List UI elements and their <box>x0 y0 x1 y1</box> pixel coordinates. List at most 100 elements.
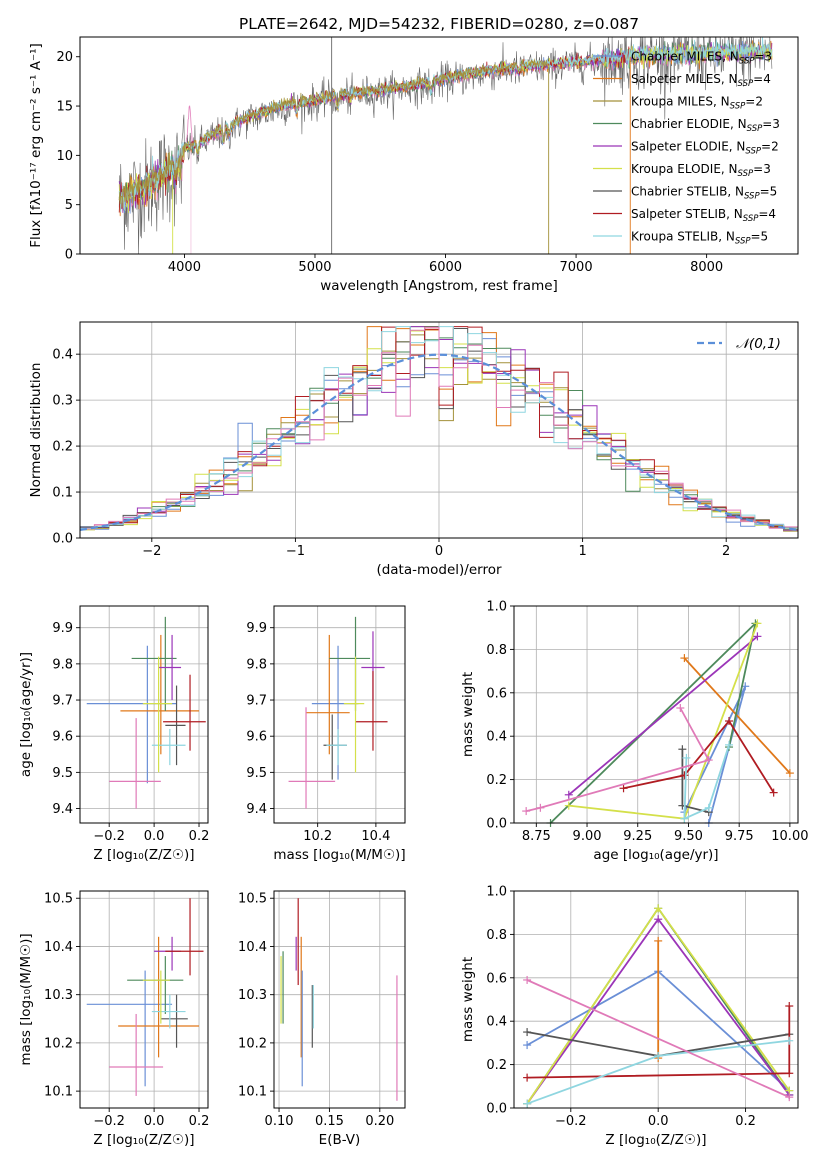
panel-age_vs_Z: −0.2 0.0 0.2 9.4 9.5 9.6 9.7 9.8 9.9 Z [log₁₀(Z/Z… <box>18 605 210 863</box>
x-axis-label: Z [log₁₀(Z/Z☉)] <box>605 1132 706 1148</box>
x-tick-label: 1 <box>578 544 586 559</box>
x-tick-label: 9.75 <box>725 829 754 844</box>
panel-residuals: −2 −1 0 1 2 0.0 0.1 0.2 0.3 0.4 (data-model)/error… <box>28 321 799 578</box>
axes-frame <box>273 605 406 824</box>
legend-label: Chabrier ELODIE, NSSP=3 <box>631 117 780 134</box>
y-axis-label: mass weight <box>460 957 476 1042</box>
y-tick-label: 1.0 <box>486 885 507 900</box>
y-tick-label: 15 <box>56 100 73 115</box>
x-axis-label: age [log₁₀(age/yr)] <box>593 847 718 863</box>
x-tick-label: 0.0 <box>648 1114 669 1129</box>
y-tick-label: 0.6 <box>486 971 507 986</box>
y-tick-label: 0.4 <box>486 730 507 745</box>
x-axis-label: (data-model)/error <box>376 562 502 578</box>
axes-frame <box>513 890 799 1109</box>
legend-label: Chabrier STELIB, NSSP=5 <box>631 185 777 202</box>
y-tick-label: 0.8 <box>486 643 507 658</box>
y-tick-label: 10.1 <box>44 1085 73 1100</box>
x-tick-label: 4000 <box>168 260 201 275</box>
y-tick-label: 0.0 <box>486 817 507 832</box>
y-tick-label: 9.8 <box>52 657 73 672</box>
y-tick-label: 9.5 <box>246 766 267 781</box>
axes-frame <box>79 36 799 255</box>
y-tick-label: 9.7 <box>246 694 267 709</box>
x-tick-label: 9.25 <box>623 829 652 844</box>
weight-line <box>623 719 775 794</box>
legend-label: Kroupa STELIB, NSSP=5 <box>631 230 768 247</box>
y-tick-label: 9.6 <box>246 730 267 745</box>
x-tick-label: 0.10 <box>265 1114 294 1129</box>
x-axis-label: mass [log₁₀(M/M☉)] <box>273 847 405 863</box>
y-tick-label: 10.5 <box>238 892 267 907</box>
x-axis-label: Z [log₁₀(Z/Z☉)] <box>93 847 194 863</box>
y-tick-label: 10.5 <box>44 892 73 907</box>
spectrum-line <box>118 58 548 208</box>
y-tick-label: 0 <box>65 248 73 263</box>
x-tick-label: 0.0 <box>144 829 165 844</box>
x-tick-label: −0.2 <box>93 1114 125 1129</box>
y-tick-label: 1.0 <box>486 600 507 615</box>
x-tick-label: 0 <box>435 544 443 559</box>
x-tick-label: 10.2 <box>303 829 332 844</box>
legend-label: Kroupa ELODIE, NSSP=3 <box>631 162 771 179</box>
y-axis-label: age [log₁₀(age/yr)] <box>18 652 34 777</box>
y-tick-label: 9.9 <box>246 621 267 636</box>
panel-age_vs_mass: 10.2 10.4 9.4 9.5 9.6 9.7 9.8 9.9 mass [log₁₀(M/… <box>246 605 406 863</box>
x-tick-label: 7000 <box>560 260 593 275</box>
weight-line <box>683 657 791 774</box>
y-tick-label: 20 <box>56 50 73 65</box>
y-axis-label: mass [log₁₀(M/M☉)] <box>18 933 34 1065</box>
y-axis-label: mass weight <box>460 672 476 757</box>
x-tick-label: 0.2 <box>189 1114 210 1129</box>
y-tick-label: 0.2 <box>486 1058 507 1073</box>
legend-label: Kroupa MILES, NSSP=2 <box>631 95 763 112</box>
y-tick-label: 10 <box>56 149 73 164</box>
weight-line <box>568 635 758 796</box>
x-tick-label: 8000 <box>690 260 723 275</box>
legend-label: Chabrier MILES, NSSP=3 <box>631 50 772 67</box>
x-tick-label: 10.4 <box>361 829 390 844</box>
y-tick-label: 10.4 <box>44 940 73 955</box>
y-tick-label: 10.4 <box>238 940 267 955</box>
y-tick-label: 5 <box>65 198 73 213</box>
x-tick-label: −2 <box>142 544 161 559</box>
x-tick-label: 0.0 <box>144 1114 165 1129</box>
figure-title: PLATE=2642, MJD=54232, FIBERID=0280, z=0… <box>239 15 639 33</box>
y-tick-label: 9.4 <box>52 802 73 817</box>
y-tick-label: 0.4 <box>486 1015 507 1030</box>
y-tick-label: 0.1 <box>52 486 73 501</box>
x-tick-label: 0.20 <box>365 1114 394 1129</box>
x-tick-label: 5000 <box>298 260 331 275</box>
gaussian-curve <box>79 353 799 531</box>
x-tick-label: 2 <box>722 544 730 559</box>
y-axis-label: Normed distribution <box>28 363 44 498</box>
y-tick-label: 10.2 <box>238 1036 267 1051</box>
x-axis-label: wavelength [Angstrom, rest frame] <box>320 278 558 294</box>
y-tick-label: 0.4 <box>52 348 73 363</box>
y-tick-label: 9.5 <box>52 766 73 781</box>
y-axis-label: Flux [fλ10⁻¹⁷ erg cm⁻² s⁻¹ A⁻¹] <box>28 43 44 248</box>
weight-line <box>526 979 790 1099</box>
legend-label: 𝒩(0,1) <box>736 336 781 352</box>
panel-spectrum: 4000 5000 6000 7000 8000 0 5 10 15 20 wavelength [… <box>28 15 799 294</box>
y-tick-label: 0.0 <box>52 532 73 547</box>
y-tick-label: 9.7 <box>52 694 73 709</box>
legend-label: Salpeter MILES, NSSP=4 <box>631 72 771 89</box>
panel-mass_vs_Z: −0.2 0.0 0.2 10.1 10.2 10.3 10.4 10.5 Z [log₁₀(Z… <box>18 890 210 1148</box>
x-tick-label: 6000 <box>429 260 462 275</box>
weight-line <box>683 744 730 821</box>
y-tick-label: 0.2 <box>52 440 73 455</box>
x-tick-label: 0.2 <box>189 829 210 844</box>
legend-label: Salpeter ELODIE, NSSP=2 <box>631 140 779 157</box>
panel-massweight_vs_Z: −0.2 0.0 0.2 0.0 0.2 0.4 0.6 0.8 1.0 Z [log₁₀(Z/Z… <box>460 885 799 1148</box>
axes-frame <box>513 605 799 824</box>
x-tick-label: −0.2 <box>93 829 125 844</box>
histogram-step <box>80 326 798 531</box>
y-tick-label: 0.6 <box>486 686 507 701</box>
x-axis-label: Z [log₁₀(Z/Z☉)] <box>93 1132 194 1148</box>
histogram-step <box>80 326 798 530</box>
x-tick-label: 0.15 <box>315 1114 344 1129</box>
axes-frame <box>79 890 209 1109</box>
x-tick-label: 8.75 <box>522 829 551 844</box>
